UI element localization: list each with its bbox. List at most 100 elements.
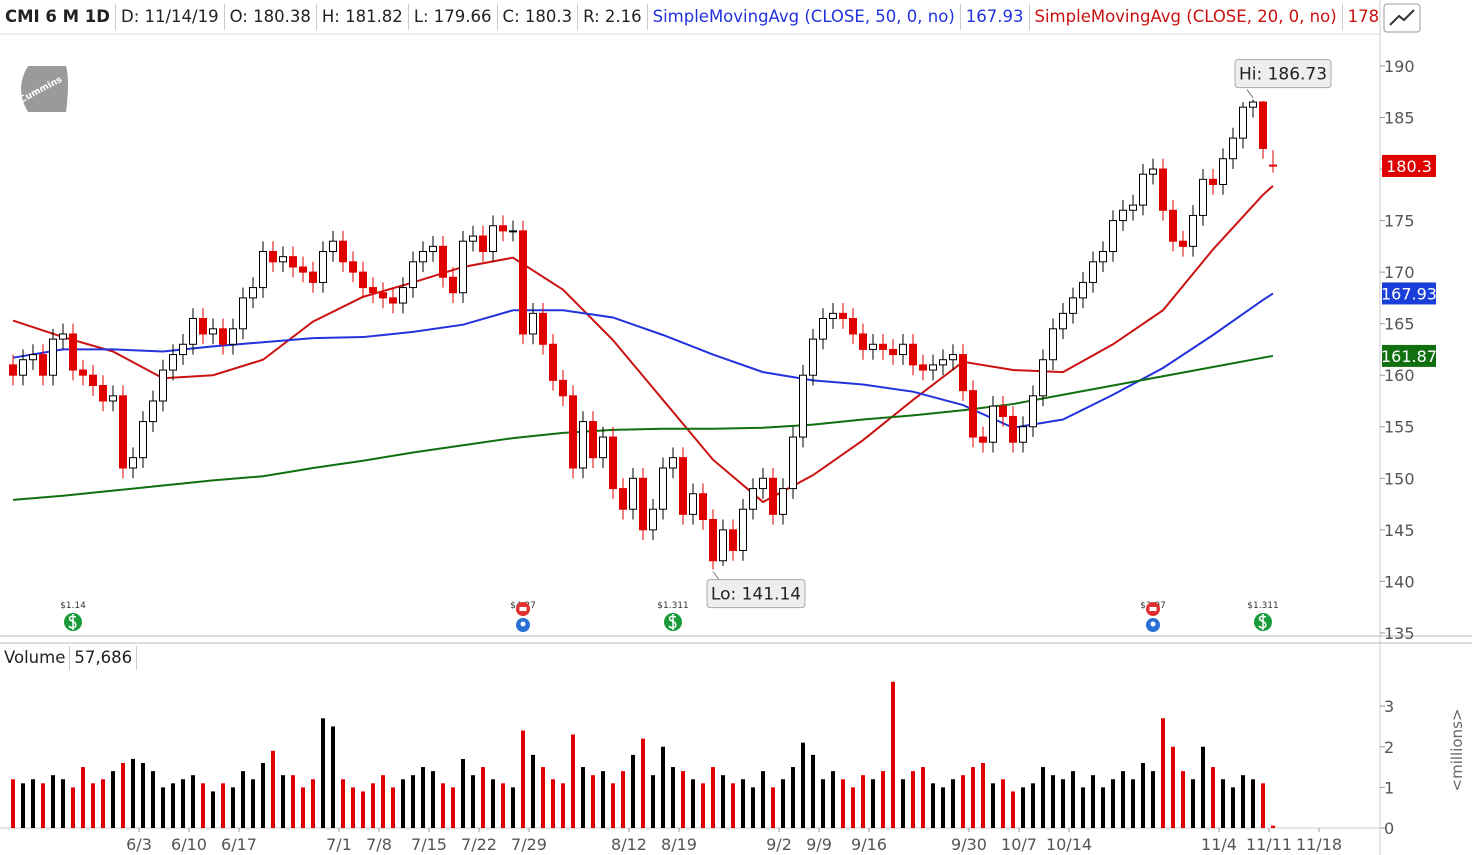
volume-bar [1271,825,1275,828]
volume-bar [441,783,445,828]
volume-bar [531,754,535,828]
y-tick-label: 135 [1384,624,1415,643]
volume-bar [1041,767,1045,828]
volume-bar [691,779,695,828]
volume-bar [1221,779,1225,828]
volume-bar [201,783,205,828]
x-tick-label: 8/19 [661,835,697,854]
candle-body [169,354,177,371]
volume-bar [711,767,715,828]
volume-tick-label: 2 [1384,738,1394,757]
candle-body [689,493,697,515]
candle-body [919,364,927,371]
volume-bar [1261,783,1265,828]
moving-average-line [12,354,1274,501]
hi-pointer [1246,89,1254,98]
candle-body [1009,415,1017,443]
candle-body [1179,240,1187,247]
volume-bar [1121,771,1125,828]
volume-bar [1051,775,1055,828]
volume-bar [1141,763,1145,828]
volume-bar [1031,783,1035,828]
candle-body [39,354,47,376]
volume-bar [101,779,105,828]
price-tag [1382,344,1436,367]
volume-bar [701,783,705,828]
volume-bar [221,783,225,828]
candle-body [379,292,387,299]
x-tick-label: 7/15 [411,835,447,854]
volume-bar [281,775,285,828]
moving-average-line [12,185,1274,504]
volume-bar [571,734,575,828]
volume-bar [971,767,975,828]
candle-body [609,436,617,490]
candle-body [419,251,427,263]
y-tick-label: 175 [1384,212,1415,231]
candle-body [179,343,187,356]
logo-shape [21,66,68,112]
volume-bar [871,779,875,828]
volume-bar [401,779,405,828]
candle-body [479,235,487,253]
candle-body [119,395,127,469]
volume-bar [141,763,145,828]
volume-bar [1001,779,1005,828]
volume-unit: <millions> [1448,709,1466,792]
header-item: O: 180.38 [225,4,317,30]
header-item: CMI 6 M 1D [0,4,116,30]
candle-body [819,318,827,340]
candle-body [969,390,977,438]
moving-average-line [12,292,1274,429]
event-label: $1.311 [657,601,689,611]
volume-bar [611,783,615,828]
candle-body [589,421,597,459]
volume-bar [821,779,825,828]
candle-body [869,343,877,350]
candle-body [599,436,607,459]
candle-body [1209,178,1217,185]
volume-bar [1071,771,1075,828]
candle-body [359,271,367,289]
volume-bar [911,771,915,828]
candle-body [429,245,437,253]
header-item: H: 181.82 [317,4,409,30]
volume-bar [321,718,325,828]
x-tick-label: 11/11 [1246,835,1292,854]
candle-body [539,312,547,345]
volume-bar [471,775,475,828]
candle-body [219,328,227,345]
volume-bar [431,771,435,828]
candle-body [1089,261,1097,283]
candle-body [1219,158,1227,185]
candle-body [669,457,677,469]
volume-bar [11,779,15,828]
volume-bar [301,787,305,828]
volume-bar [21,783,25,828]
candle-body [859,333,867,350]
y-tick-label: 150 [1384,469,1415,488]
candle-body [939,359,947,366]
candle-body [639,477,647,531]
candle-body [409,261,417,289]
candle-body [1049,328,1057,361]
event-label: $1.14 [60,601,86,611]
volume-bar [1251,779,1255,828]
x-tick-label: 6/10 [171,835,207,854]
volume-bar [661,746,665,828]
candle-body [159,369,167,402]
volume-bar [741,779,745,828]
y-tick-label: 185 [1384,108,1415,127]
lo-box [706,579,806,609]
volume-bar [721,775,725,828]
candle-body [249,287,257,299]
candle-body [399,287,407,304]
candle-body [79,369,87,376]
candle-body [929,364,937,371]
volume-bar [771,787,775,828]
y-tick-label: 190 [1384,57,1415,76]
candle-body [59,333,67,340]
candle-body [1139,173,1147,206]
x-tick-label: 6/17 [221,835,257,854]
